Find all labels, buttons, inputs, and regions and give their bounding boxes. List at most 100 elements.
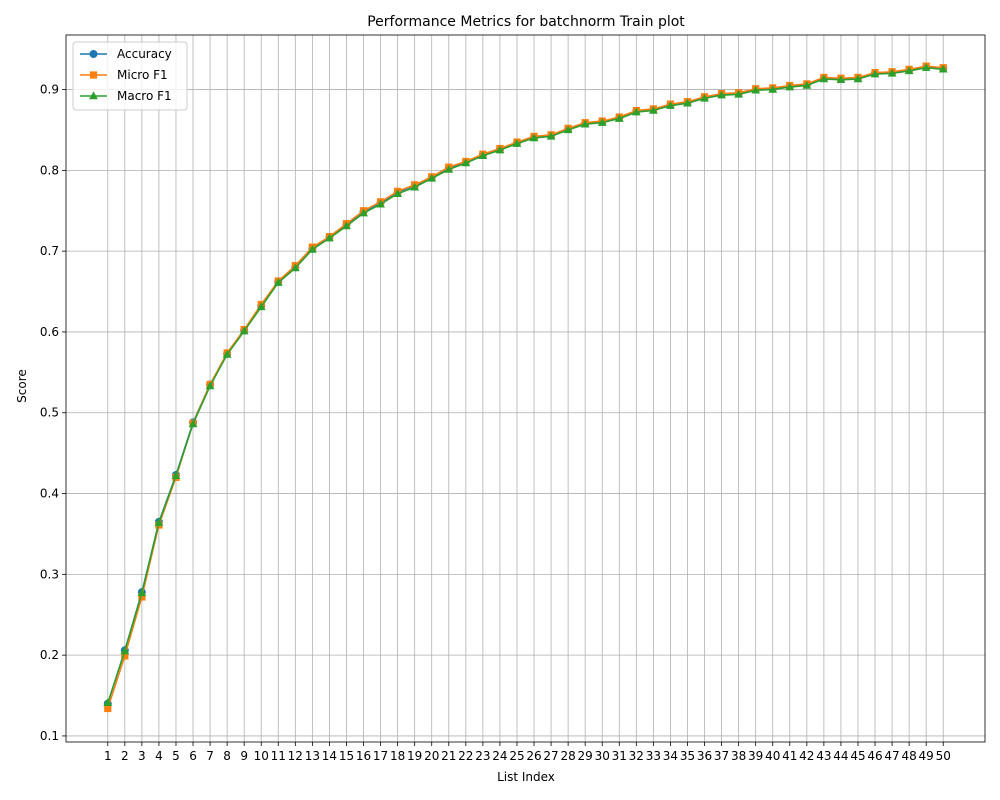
x-tick-label: 42 bbox=[799, 749, 814, 763]
data-point-macro-f1 bbox=[256, 302, 266, 311]
x-tick-label: 41 bbox=[782, 749, 797, 763]
data-point-macro-f1 bbox=[563, 125, 573, 134]
x-tick-label: 31 bbox=[612, 749, 627, 763]
data-point-macro-f1 bbox=[819, 74, 829, 83]
x-tick-label: 24 bbox=[492, 749, 507, 763]
series-macro-f1 bbox=[103, 63, 948, 707]
data-point-macro-f1 bbox=[768, 84, 778, 93]
data-point-macro-f1 bbox=[648, 105, 658, 114]
y-tick-label: 0.4 bbox=[40, 487, 59, 501]
data-point-macro-f1 bbox=[751, 85, 761, 94]
data-point-micro-f1 bbox=[104, 704, 112, 713]
x-tick-label: 7 bbox=[206, 749, 214, 763]
x-tick-label: 45 bbox=[850, 749, 865, 763]
x-tick-label: 21 bbox=[441, 749, 456, 763]
x-tick-label: 11 bbox=[271, 749, 286, 763]
x-tick-label: 30 bbox=[595, 749, 610, 763]
x-tick-label: 32 bbox=[629, 749, 644, 763]
x-tick-label: 2 bbox=[121, 749, 129, 763]
x-tick-label: 14 bbox=[322, 749, 337, 763]
x-tick-label: 40 bbox=[765, 749, 780, 763]
x-tick-label: 50 bbox=[936, 749, 951, 763]
data-point-macro-f1 bbox=[342, 221, 351, 230]
series-line-macro-f1 bbox=[107, 66, 944, 704]
legend: Accuracy Micro F1 Macro F1 bbox=[72, 41, 188, 111]
x-tick-label: 33 bbox=[646, 749, 661, 763]
x-tick-label: 43 bbox=[816, 749, 831, 763]
y-tick-label: 0.7 bbox=[40, 244, 59, 258]
x-tick-label: 22 bbox=[458, 749, 473, 763]
data-point-macro-f1 bbox=[120, 646, 130, 655]
x-tick-label: 5 bbox=[172, 749, 180, 763]
x-tick-label: 38 bbox=[731, 749, 746, 763]
data-point-macro-f1 bbox=[359, 208, 368, 217]
data-point-macro-f1 bbox=[154, 518, 164, 526]
x-tick-label: 13 bbox=[305, 749, 320, 763]
data-point-macro-f1 bbox=[427, 173, 437, 182]
data-point-macro-f1 bbox=[580, 119, 590, 128]
data-point-macro-f1 bbox=[870, 69, 880, 78]
data-point-macro-f1 bbox=[734, 89, 744, 98]
x-tick-label: 47 bbox=[884, 749, 899, 763]
x-tick-label: 34 bbox=[663, 749, 678, 763]
x-tick-label: 39 bbox=[748, 749, 763, 763]
legend-label-accuracy: Accuracy bbox=[117, 47, 172, 61]
x-tick-label: 23 bbox=[475, 749, 490, 763]
data-point-macro-f1 bbox=[887, 68, 897, 77]
x-tick-label: 35 bbox=[680, 749, 695, 763]
legend-box bbox=[72, 41, 188, 111]
y-tick-label: 0.3 bbox=[40, 567, 59, 581]
data-point-macro-f1 bbox=[290, 263, 300, 272]
x-tick-label: 27 bbox=[543, 749, 558, 763]
data-point-macro-f1 bbox=[938, 64, 948, 73]
data-point-macro-f1 bbox=[273, 278, 283, 286]
data-point-macro-f1 bbox=[853, 74, 863, 83]
plot-frame bbox=[65, 34, 986, 743]
y-axis-label: Score bbox=[15, 369, 29, 403]
legend-marker-macro-f1 bbox=[89, 91, 98, 100]
x-tick-label: 16 bbox=[356, 749, 371, 763]
x-tick-label: 25 bbox=[509, 749, 524, 763]
y-tick-label: 0.9 bbox=[40, 83, 59, 97]
x-tick-label: 4 bbox=[155, 749, 163, 763]
legend-marker-micro-f1 bbox=[89, 71, 98, 79]
data-point-macro-f1 bbox=[410, 182, 420, 191]
y-tick-label: 0.1 bbox=[40, 729, 59, 743]
y-tick-label: 0.6 bbox=[40, 325, 59, 339]
data-point-macro-f1 bbox=[137, 588, 147, 597]
data-point-macro-f1 bbox=[512, 139, 522, 147]
data-point-macro-f1 bbox=[631, 107, 641, 116]
y-tick-label: 0.5 bbox=[40, 406, 59, 420]
data-point-micro-f1 bbox=[138, 593, 146, 601]
y-tick-label: 0.8 bbox=[40, 163, 59, 177]
data-point-macro-f1 bbox=[614, 114, 624, 122]
data-point-macro-f1 bbox=[495, 145, 505, 154]
data-point-macro-f1 bbox=[802, 80, 812, 89]
data-point-macro-f1 bbox=[222, 349, 232, 358]
data-point-macro-f1 bbox=[666, 101, 675, 109]
x-tick-label: 46 bbox=[867, 749, 882, 763]
x-tick-label: 3 bbox=[138, 749, 146, 763]
x-tick-label: 10 bbox=[254, 749, 269, 763]
chart-title: Performance Metrics for batchnorm Train … bbox=[367, 14, 685, 30]
x-tick-label: 15 bbox=[339, 749, 354, 763]
data-point-macro-f1 bbox=[836, 75, 846, 84]
legend-label-macro-f1: Macro F1 bbox=[117, 89, 172, 103]
data-point-macro-f1 bbox=[103, 698, 113, 707]
data-point-macro-f1 bbox=[171, 471, 181, 479]
data-point-macro-f1 bbox=[904, 66, 914, 75]
data-point-macro-f1 bbox=[597, 118, 607, 126]
data-point-macro-f1 bbox=[188, 419, 198, 428]
x-tick-label: 44 bbox=[833, 749, 848, 763]
x-tick-label: 36 bbox=[697, 749, 712, 763]
data-point-macro-f1 bbox=[461, 158, 471, 167]
legend-marker-accuracy bbox=[89, 50, 98, 58]
data-point-macro-f1 bbox=[921, 63, 931, 71]
x-tick-label: 26 bbox=[526, 749, 541, 763]
data-point-macro-f1 bbox=[700, 93, 709, 102]
series-layer bbox=[103, 62, 948, 713]
data-point-macro-f1 bbox=[376, 199, 385, 208]
x-tick-label: 49 bbox=[919, 749, 934, 763]
data-point-micro-f1 bbox=[121, 652, 129, 660]
